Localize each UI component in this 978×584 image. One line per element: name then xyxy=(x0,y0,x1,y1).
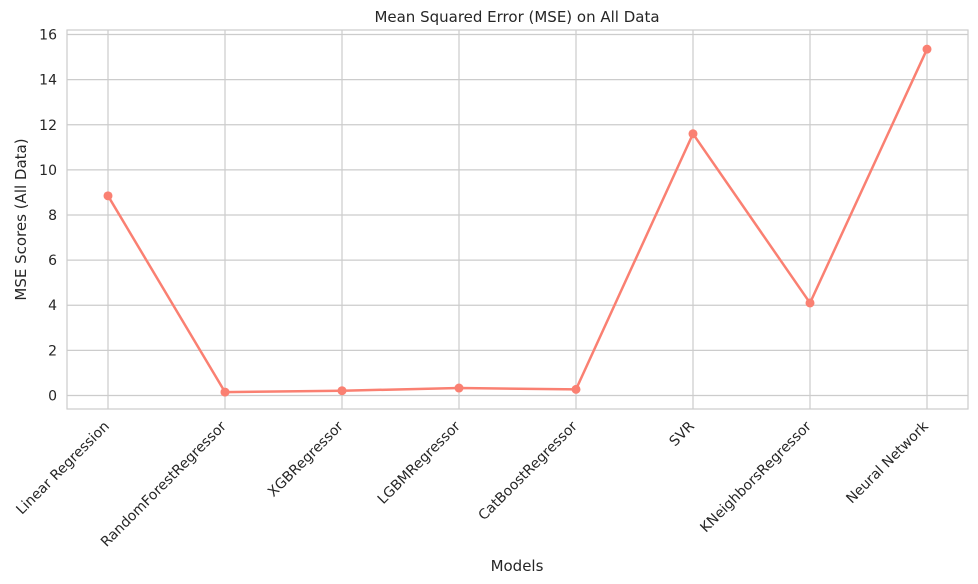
x-tick-label: SVR xyxy=(667,418,698,449)
data-point xyxy=(337,386,347,396)
y-tick-label: 14 xyxy=(39,73,57,89)
grid-layer xyxy=(67,30,968,409)
x-tick-label: XGBRegressor xyxy=(265,418,347,500)
series-line xyxy=(106,48,929,394)
y-tick-label: 16 xyxy=(39,28,57,44)
y-tick-label: 2 xyxy=(48,343,57,359)
data-point xyxy=(454,383,464,393)
data-point xyxy=(688,129,698,139)
y-tick-label: 12 xyxy=(39,118,57,134)
y-axis-ticks: 0 2 4 6 8 10 12 14 16 xyxy=(39,28,57,405)
x-axis-label: Models xyxy=(491,557,544,575)
y-tick-label: 8 xyxy=(48,208,57,224)
x-tick-label: Neural Network xyxy=(843,418,932,507)
data-point xyxy=(220,387,230,397)
y-axis-label: MSE Scores (All Data) xyxy=(12,138,30,300)
data-point xyxy=(805,298,815,308)
series-layer xyxy=(103,44,932,397)
y-tick-label: 6 xyxy=(48,253,57,269)
y-tick-label: 4 xyxy=(48,298,57,314)
data-point xyxy=(922,44,932,54)
chart-title: Mean Squared Error (MSE) on All Data xyxy=(374,8,659,26)
x-tick-label: LGBMRegressor xyxy=(375,418,464,507)
x-tick-label: RandomForestRegressor xyxy=(98,418,230,550)
x-tick-label: Linear Regression xyxy=(13,419,112,518)
y-tick-label: 10 xyxy=(39,163,57,179)
x-tick-label: CatBoostRegressor xyxy=(476,418,581,523)
y-tick-label: 0 xyxy=(48,388,57,404)
data-point xyxy=(103,191,113,201)
plot-frame xyxy=(66,29,969,410)
x-tick-label: KNeighborsRegressor xyxy=(697,418,815,536)
data-point xyxy=(571,384,581,394)
